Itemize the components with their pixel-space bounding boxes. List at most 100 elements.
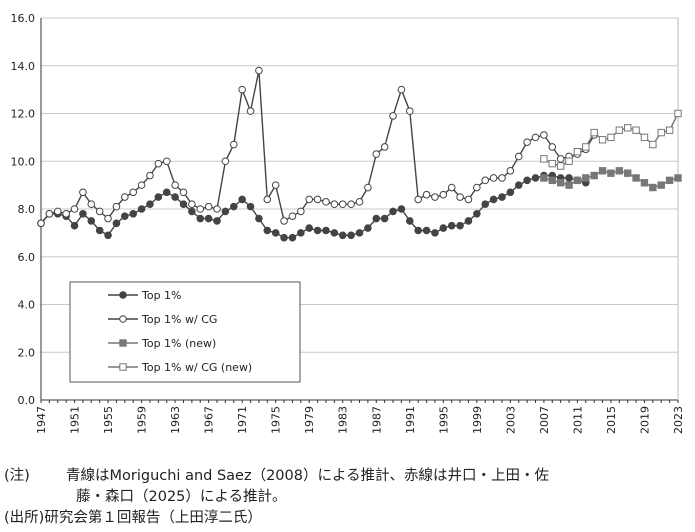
data-point — [364, 224, 372, 232]
data-point — [246, 107, 255, 115]
data-point — [238, 195, 246, 204]
x-tick-label: 2023 — [672, 406, 685, 434]
data-point — [355, 229, 364, 237]
data-point — [389, 207, 397, 216]
data-point — [305, 195, 314, 204]
data-point — [313, 195, 322, 204]
data-point — [556, 155, 565, 163]
data-point — [119, 315, 127, 323]
data-point — [582, 143, 590, 151]
data-point — [523, 138, 531, 146]
data-point — [297, 207, 305, 216]
data-point — [119, 363, 127, 371]
note-text-line2: 藤・森口（2025）による推計。 — [76, 489, 287, 505]
data-point — [288, 212, 297, 220]
series-4 — [540, 109, 682, 170]
axes — [40, 18, 679, 403]
data-point — [548, 176, 556, 185]
data-point — [548, 159, 556, 168]
data-point — [489, 195, 498, 204]
data-point — [119, 291, 127, 299]
data-point — [121, 212, 129, 220]
x-tick-label: 1951 — [69, 406, 82, 434]
x-tick-label: 2015 — [605, 406, 618, 434]
data-point — [422, 190, 431, 199]
data-point — [624, 169, 632, 177]
data-point — [380, 214, 389, 223]
data-point — [129, 209, 137, 218]
data-point — [632, 126, 640, 134]
x-tick-label: 2007 — [538, 406, 551, 434]
y-tick-label: 2.0 — [18, 346, 36, 359]
x-tick-label: 1955 — [102, 406, 115, 434]
data-point — [322, 198, 330, 206]
data-point — [405, 217, 414, 225]
data-point — [313, 226, 322, 235]
data-point — [372, 214, 381, 223]
data-point — [640, 133, 649, 142]
source-label: (出所) — [4, 510, 45, 526]
data-point — [372, 150, 381, 158]
data-point — [229, 202, 238, 211]
data-point — [280, 217, 288, 225]
data-point — [338, 231, 347, 240]
data-point — [397, 205, 406, 213]
data-point — [573, 148, 582, 156]
data-point — [464, 195, 473, 204]
data-point — [196, 214, 205, 223]
data-point — [171, 193, 179, 201]
chart-notes: (注) 青線はMoriguchi and Saez（2008）による推計、赤線は… — [4, 466, 692, 529]
x-tick-label: 1959 — [136, 406, 149, 434]
data-point — [598, 136, 607, 144]
data-point — [514, 181, 523, 189]
data-point — [297, 229, 305, 237]
data-point — [649, 183, 657, 192]
x-tick-label: 1999 — [471, 406, 484, 434]
legend-label: Top 1% (new) — [141, 337, 216, 350]
data-point — [204, 202, 213, 211]
x-tick-label: 1975 — [270, 406, 283, 434]
data-point — [238, 85, 246, 94]
data-point — [263, 195, 272, 204]
data-point — [330, 200, 339, 209]
data-point — [255, 214, 263, 223]
data-point — [439, 190, 448, 199]
data-point — [531, 174, 540, 182]
y-axis-tick-labels: 0.0 2.0 4.0 6.0 8.0 10.0 12.0 14.0 16.0 — [11, 12, 36, 407]
y-tick-label: 10.0 — [11, 155, 36, 168]
data-point — [171, 181, 179, 189]
x-tick-label: 2003 — [504, 406, 517, 434]
data-point — [146, 171, 154, 180]
data-point — [506, 188, 515, 197]
x-tick-label: 1983 — [337, 406, 350, 434]
data-point — [188, 200, 196, 209]
data-point — [498, 193, 506, 201]
data-point — [405, 107, 414, 115]
data-point — [531, 133, 540, 142]
data-point — [280, 233, 288, 242]
data-point — [112, 219, 121, 228]
y-tick-label: 14.0 — [11, 60, 36, 73]
series-3 — [540, 167, 682, 192]
data-point — [649, 140, 657, 149]
y-tick-label: 6.0 — [18, 251, 36, 264]
y-tick-label: 0.0 — [18, 394, 36, 407]
data-point — [104, 231, 112, 240]
data-point — [204, 214, 213, 223]
data-point — [397, 85, 406, 94]
data-point — [439, 224, 448, 232]
data-point — [489, 174, 498, 182]
data-point — [112, 202, 121, 211]
data-point — [556, 179, 565, 187]
data-point — [540, 155, 548, 163]
data-point — [87, 200, 96, 209]
data-point — [263, 226, 272, 235]
data-point — [213, 217, 221, 225]
data-point — [473, 183, 481, 192]
data-point — [271, 181, 280, 189]
x-tick-label: 1991 — [404, 406, 417, 434]
plot-area — [37, 66, 682, 242]
data-point — [62, 209, 70, 218]
data-point — [665, 176, 674, 185]
data-point — [607, 133, 615, 142]
